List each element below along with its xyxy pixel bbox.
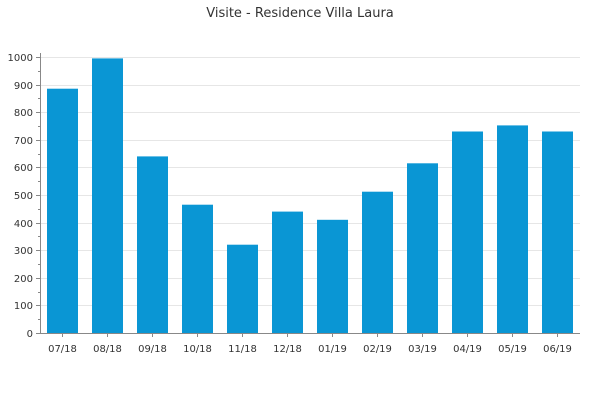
y-tick-label: 0 xyxy=(27,329,33,340)
x-tick-label: 05/19 xyxy=(498,344,527,355)
y-tick-label: 800 xyxy=(14,108,33,119)
y-tick-label: 500 xyxy=(14,191,33,202)
bar-08-18 xyxy=(92,58,123,334)
x-tick-label: 11/18 xyxy=(228,344,257,355)
bars xyxy=(47,58,573,334)
x-tick-label: 01/19 xyxy=(318,344,347,355)
bar-06-19 xyxy=(542,131,573,333)
bar-03-19 xyxy=(407,163,438,333)
y-tick-labels: 0 100 200 300 400 500 600 700 800 900 1000 xyxy=(8,53,33,340)
bar-09-18 xyxy=(137,156,168,333)
bar-05-19 xyxy=(497,125,528,334)
y-tick-label: 700 xyxy=(14,136,33,147)
bar-10-18 xyxy=(182,204,213,333)
x-tick-label: 10/18 xyxy=(183,344,212,355)
x-tick-label: 12/18 xyxy=(273,344,302,355)
chart-title: Visite - Residence Villa Laura xyxy=(206,6,394,21)
bar-04-19 xyxy=(452,131,483,333)
bar-07-18 xyxy=(47,88,78,333)
x-tick-label: 09/18 xyxy=(138,344,167,355)
x-tick-label: 02/19 xyxy=(363,344,392,355)
x-tick-label: 03/19 xyxy=(408,344,437,355)
y-tick-label: 600 xyxy=(14,163,33,174)
y-tick-label: 300 xyxy=(14,246,33,257)
x-tick-label: 08/18 xyxy=(93,344,122,355)
x-tick-label: 04/19 xyxy=(453,344,482,355)
bar-11-18 xyxy=(227,244,258,333)
y-tick-label: 1000 xyxy=(8,53,33,64)
y-tick-label: 200 xyxy=(14,274,33,285)
x-tick-labels: 07/18 08/18 09/18 10/18 11/18 12/18 01/19 02/19… xyxy=(48,344,572,355)
y-tick-label: 400 xyxy=(14,219,33,230)
gridlines xyxy=(40,57,580,306)
x-tick-label: 06/19 xyxy=(543,344,572,355)
y-tick-label: 100 xyxy=(14,301,33,312)
bar-02-19 xyxy=(362,191,393,333)
x-tick-label: 07/18 xyxy=(48,344,77,355)
axes xyxy=(36,53,580,337)
y-tick-label: 900 xyxy=(14,81,33,92)
bar-12-18 xyxy=(272,211,303,333)
bar-01-19 xyxy=(317,219,348,333)
